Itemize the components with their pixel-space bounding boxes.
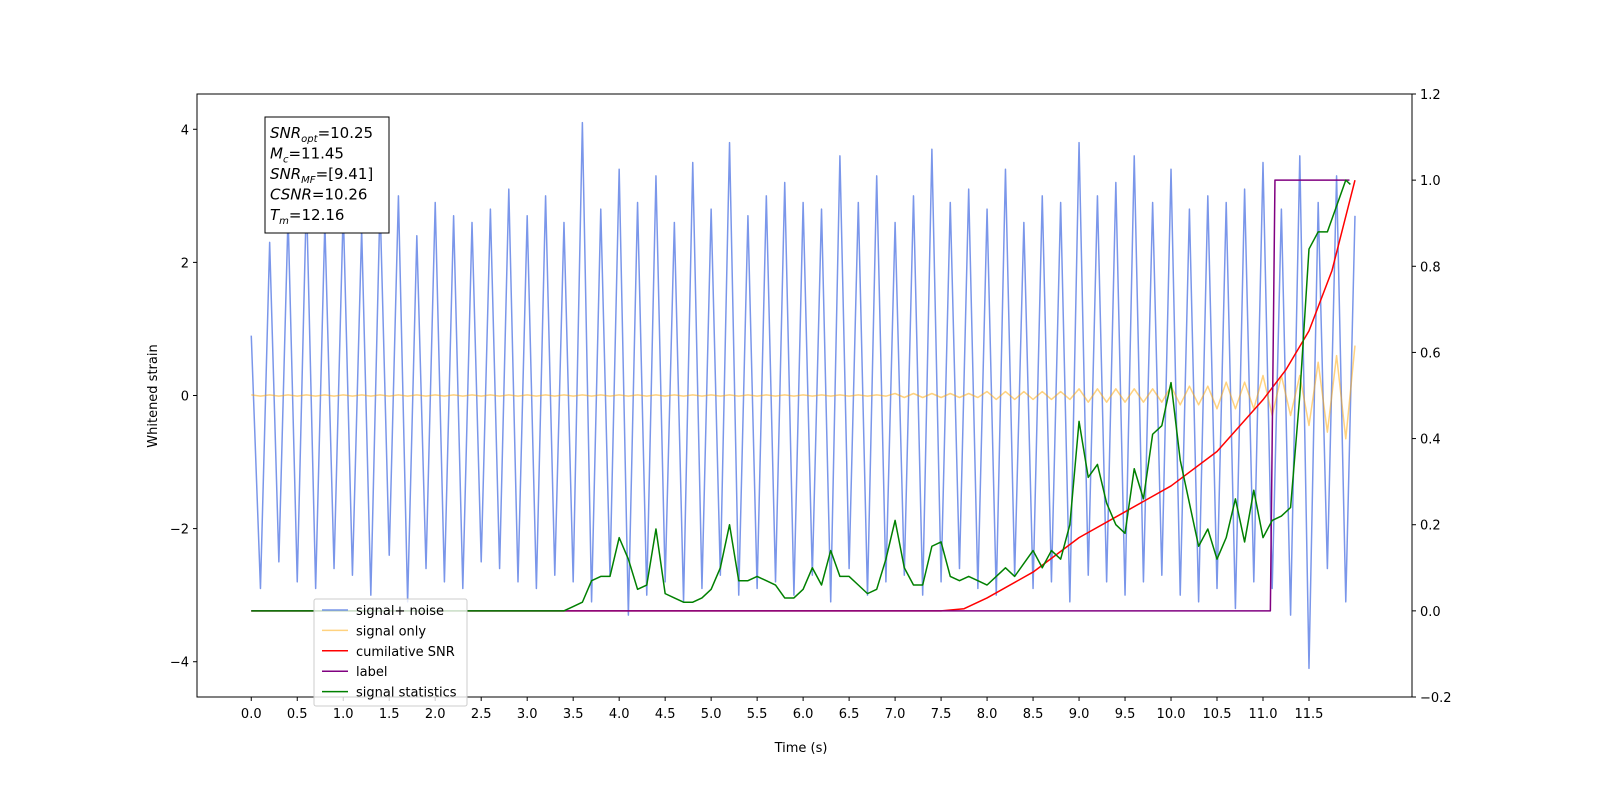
stats-line: SNRMF=[9.41] (270, 165, 373, 186)
legend-box (313, 598, 468, 707)
series-line (251, 179, 1350, 612)
y-tick-label: −4 (170, 656, 189, 671)
series-line (251, 345, 1356, 440)
stats-symbol: T (270, 206, 281, 224)
stats-value: =10.26 (312, 186, 368, 204)
x-tick-label: 8.5 (1023, 707, 1044, 722)
y-tick-label: 4 (181, 123, 189, 138)
x-tick-label: 9.0 (1069, 707, 1090, 722)
y2-tick-label: −0.2 (1420, 691, 1452, 706)
stats-value: =12.16 (289, 206, 345, 224)
series-line (250, 121, 1356, 670)
stats-symbol: SNR (270, 165, 301, 183)
x-tick-label: 5.0 (701, 707, 722, 722)
stats-subscript: MF (301, 175, 316, 186)
stats-value: =[9.41] (316, 165, 374, 183)
x-axis-label: Time (s) (774, 741, 828, 756)
stats-line: Tm=12.16 (270, 206, 344, 227)
x-tick-label: 11.5 (1295, 707, 1324, 722)
x-tick-label: 0.5 (287, 707, 308, 722)
x-tick-label: 0.0 (241, 707, 262, 722)
y2-tick-label: 0.8 (1420, 260, 1441, 275)
x-tick-label: 7.0 (885, 707, 906, 722)
y2-tick-label: 1.2 (1420, 88, 1441, 103)
x-tick-label: 2.0 (425, 707, 446, 722)
stats-subscript: m (279, 216, 289, 227)
x-tick-label: 10.5 (1203, 707, 1232, 722)
y2-tick-label: 1.0 (1420, 174, 1441, 189)
stats-value: =11.45 (288, 145, 344, 163)
legend-label: signal+ noise (356, 604, 444, 619)
stats-line: SNRopt=10.25 (270, 124, 373, 145)
stats-symbol: CSNR (270, 186, 312, 204)
legend-label: signal only (356, 624, 426, 639)
y2-tick-label: 0.6 (1420, 346, 1441, 361)
x-tick-label: 2.5 (471, 707, 492, 722)
x-tick-label: 9.5 (1115, 707, 1136, 722)
legend-label: label (356, 665, 387, 680)
series-line (251, 179, 1356, 612)
x-tick-label: 3.0 (517, 707, 538, 722)
stats-line: CSNR=10.26 (270, 186, 367, 204)
y-tick-label: 0 (181, 390, 189, 405)
x-tick-label: 4.5 (655, 707, 676, 722)
stats-subscript: c (283, 155, 289, 166)
x-tick-label: 5.5 (747, 707, 768, 722)
y-tick-label: −2 (170, 523, 189, 538)
stats-subscript: opt (301, 134, 318, 145)
x-tick-label: 11.0 (1249, 707, 1278, 722)
x-tick-label: 8.0 (977, 707, 998, 722)
y2-tick-label: 0.2 (1420, 519, 1441, 534)
x-tick-label: 10.0 (1157, 707, 1186, 722)
y2-tick-label: 0.4 (1420, 433, 1441, 448)
x-tick-label: 3.5 (563, 707, 584, 722)
x-tick-label: 6.5 (839, 707, 860, 722)
stats-line: Mc=11.45 (270, 145, 344, 166)
legend-label: cumilative SNR (356, 645, 455, 660)
stats-value: =10.25 (318, 124, 374, 142)
stats-symbol: M (270, 145, 283, 163)
x-tick-label: 1.0 (333, 707, 354, 722)
y2-tick-label: 0.0 (1420, 605, 1441, 620)
x-tick-label: 7.5 (931, 707, 952, 722)
x-tick-label: 4.0 (609, 707, 630, 722)
x-tick-label: 1.5 (379, 707, 400, 722)
stats-box (264, 116, 390, 234)
x-tick-label: 6.0 (793, 707, 814, 722)
legend-label: signal statistics (356, 686, 457, 701)
y-tick-label: 2 (181, 256, 189, 271)
stats-symbol: SNR (270, 124, 301, 142)
series-line (251, 179, 1351, 612)
y-axis-label: Whitened strain (146, 344, 161, 447)
